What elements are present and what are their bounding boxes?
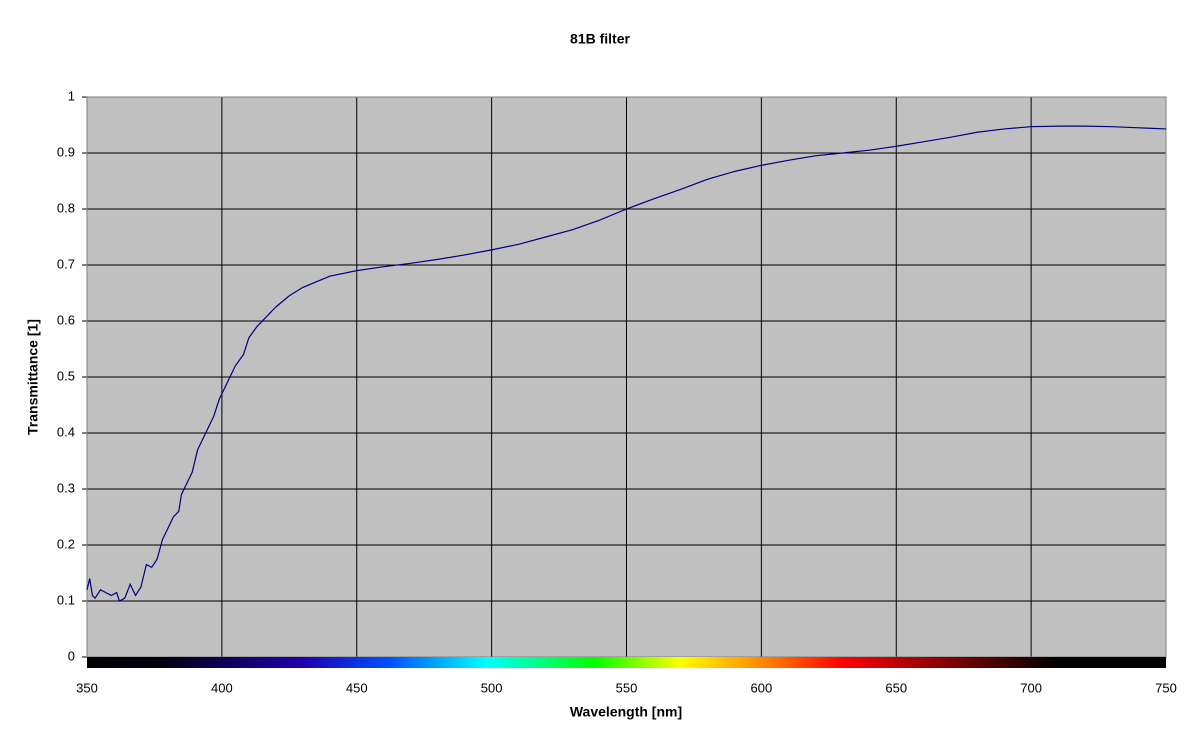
y-tick-label: 0.4 (57, 424, 75, 439)
x-tick-label: 500 (481, 680, 503, 695)
spectrum-bar (87, 657, 1166, 668)
y-tick-label: 0.7 (57, 256, 75, 271)
plot-area: 0 0.1 0.2 0.3 0.4 0.5 0.6 0.7 0.8 0.9 1 350 400 450 50… (57, 88, 1177, 695)
chart-title: 81B filter (570, 31, 630, 47)
y-tick-label: 0.9 (57, 144, 75, 159)
x-tick-label: 350 (76, 680, 98, 695)
y-tick-label: 0.5 (57, 368, 75, 383)
x-tick-label: 450 (346, 680, 368, 695)
y-tick-label: 1 (68, 88, 75, 103)
y-tick-label: 0.3 (57, 480, 75, 495)
y-tick-label: 0.8 (57, 200, 75, 215)
y-axis-label: Transmittance [1] (25, 319, 41, 435)
x-tick-label: 550 (616, 680, 638, 695)
y-tick-label: 0.6 (57, 312, 75, 327)
y-tick-label: 0.1 (57, 592, 75, 607)
x-tick-label: 750 (1155, 680, 1177, 695)
y-tick-label: 0.2 (57, 536, 75, 551)
x-axis-label: Wavelength [nm] (570, 704, 682, 720)
x-tick-label: 400 (211, 680, 233, 695)
y-tick-label: 0 (68, 648, 75, 663)
x-tick-label: 600 (751, 680, 773, 695)
x-tick-label: 650 (885, 680, 907, 695)
x-tick-label: 700 (1020, 680, 1042, 695)
data-line (86, 125, 1167, 602)
